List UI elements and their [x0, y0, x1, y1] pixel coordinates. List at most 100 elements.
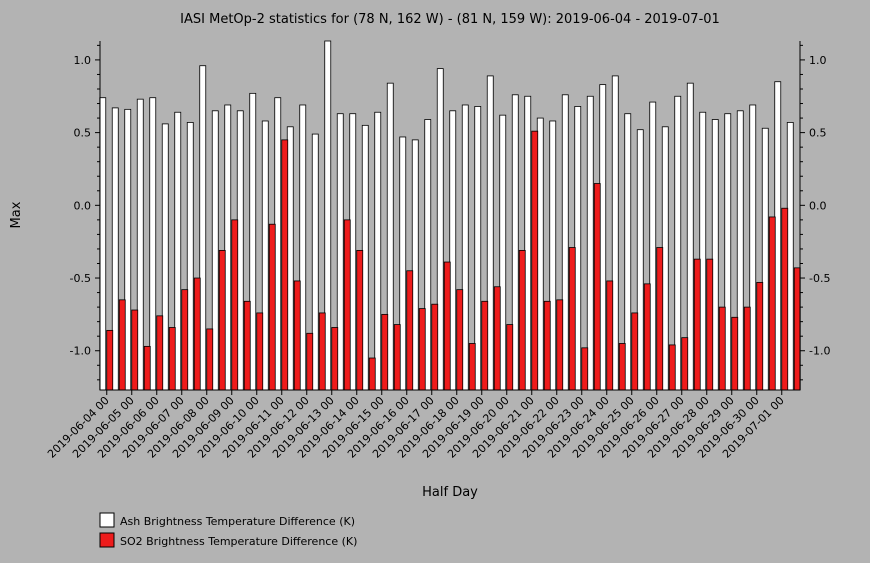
- y-axis-right: 1.0 0.5 0.0 -0.5 -1.0: [800, 44, 830, 381]
- bar-so2: [543, 300, 551, 391]
- bar-ash: [774, 81, 782, 391]
- bar-so2: [693, 258, 701, 391]
- bar-ash: [686, 82, 694, 391]
- bar-so2: [131, 309, 139, 391]
- bar-so2: [493, 286, 501, 391]
- y-axis-left: 1.0 0.5 0.0 -0.5 -1.0: [70, 44, 100, 381]
- bar-so2: [768, 216, 776, 391]
- bar-so2: [406, 270, 414, 391]
- bar-ash: [636, 129, 644, 391]
- bar-so2: [631, 312, 639, 391]
- bar-so2: [156, 315, 164, 391]
- bar-so2: [393, 324, 401, 391]
- bar-so2: [506, 324, 514, 391]
- y-tick-label-left: 1.0: [74, 54, 92, 67]
- y-tick-label-left: -0.5: [70, 272, 91, 285]
- bar-so2: [231, 219, 239, 391]
- bar-ash: [761, 127, 769, 391]
- bar-so2: [668, 344, 676, 391]
- bar-so2: [706, 258, 714, 391]
- bar-so2: [331, 327, 339, 391]
- bar-so2: [143, 345, 151, 391]
- bar-ash: [674, 95, 682, 391]
- axes-layer: [99, 41, 801, 391]
- bar-so2: [431, 303, 439, 391]
- bar-ash: [699, 111, 707, 391]
- bar-so2: [306, 332, 314, 391]
- y-tick-label-left: 0.0: [74, 199, 92, 212]
- bar-so2: [293, 280, 301, 391]
- bar-so2: [218, 249, 226, 391]
- y-tick-label-right: 0.5: [809, 127, 827, 140]
- bar-ash: [786, 122, 794, 391]
- bar-so2: [681, 337, 689, 391]
- legend-label-so2: SO2 Brightness Temperature Difference (K…: [120, 535, 357, 548]
- bar-ash: [561, 94, 569, 391]
- bar-so2: [718, 306, 726, 391]
- bar-ash: [524, 95, 532, 391]
- bar-so2: [256, 312, 264, 391]
- bar-so2: [556, 299, 564, 391]
- y-tick-label-right: 0.0: [809, 199, 827, 212]
- bar-so2: [381, 313, 389, 391]
- bar-ash: [649, 101, 657, 391]
- bar-ash: [724, 113, 732, 391]
- legend-swatch-so2: [99, 532, 115, 548]
- bar-ash: [611, 75, 619, 391]
- y-tick-label-right: -1.0: [809, 345, 830, 358]
- bar-ash: [536, 117, 544, 391]
- bar-so2: [531, 130, 539, 391]
- bar-so2: [368, 357, 376, 391]
- x-axis-label: Half Day: [422, 485, 478, 500]
- bar-ash: [374, 111, 382, 391]
- y-tick-label-right: 1.0: [809, 54, 827, 67]
- bar-so2: [593, 183, 601, 391]
- legend: Ash Brightness Temperature Difference (K…: [99, 512, 357, 548]
- bar-ash: [736, 110, 744, 391]
- y-tick-label-left: -1.0: [70, 345, 91, 358]
- bar-so2: [518, 249, 526, 391]
- bar-ash: [586, 95, 594, 391]
- bar-ash: [111, 107, 119, 391]
- bar-ash: [749, 104, 757, 391]
- bar-ash: [599, 84, 607, 391]
- bar-so2: [793, 267, 801, 391]
- bar-ash: [711, 119, 719, 391]
- bar-ash: [124, 108, 132, 391]
- legend-label-ash: Ash Brightness Temperature Difference (K…: [120, 515, 355, 528]
- bar-so2: [731, 316, 739, 391]
- bar-so2: [581, 347, 589, 391]
- chart-title: IASI MetOp-2 statistics for (78 N, 162 W…: [180, 12, 720, 27]
- bar-so2: [418, 308, 426, 391]
- bar-so2: [643, 283, 651, 391]
- bar-so2: [756, 281, 764, 391]
- bar-so2: [443, 261, 451, 391]
- bar-so2: [743, 306, 751, 391]
- bar-so2: [568, 247, 576, 391]
- bar-ash: [661, 126, 669, 391]
- bar-so2: [618, 343, 626, 391]
- bar-ash: [511, 94, 519, 391]
- bar-ash: [574, 106, 582, 391]
- bar-so2: [456, 289, 464, 391]
- bar-so2: [281, 139, 289, 391]
- bar-so2: [606, 280, 614, 391]
- bar-so2: [206, 328, 214, 391]
- bar-so2: [118, 299, 126, 391]
- bar-ash: [99, 97, 107, 391]
- bar-so2: [106, 329, 114, 391]
- bar-ash: [549, 120, 557, 391]
- bar-so2: [268, 223, 276, 391]
- bar-so2: [481, 300, 489, 391]
- bar-so2: [656, 247, 664, 391]
- bar-so2: [168, 327, 176, 391]
- bar-so2: [781, 207, 789, 391]
- bar-so2: [193, 277, 201, 391]
- bar-so2: [356, 249, 364, 391]
- bar-so2: [181, 289, 189, 391]
- bar-so2: [468, 343, 476, 391]
- bar-ash: [624, 113, 632, 391]
- bar-so2: [243, 300, 251, 391]
